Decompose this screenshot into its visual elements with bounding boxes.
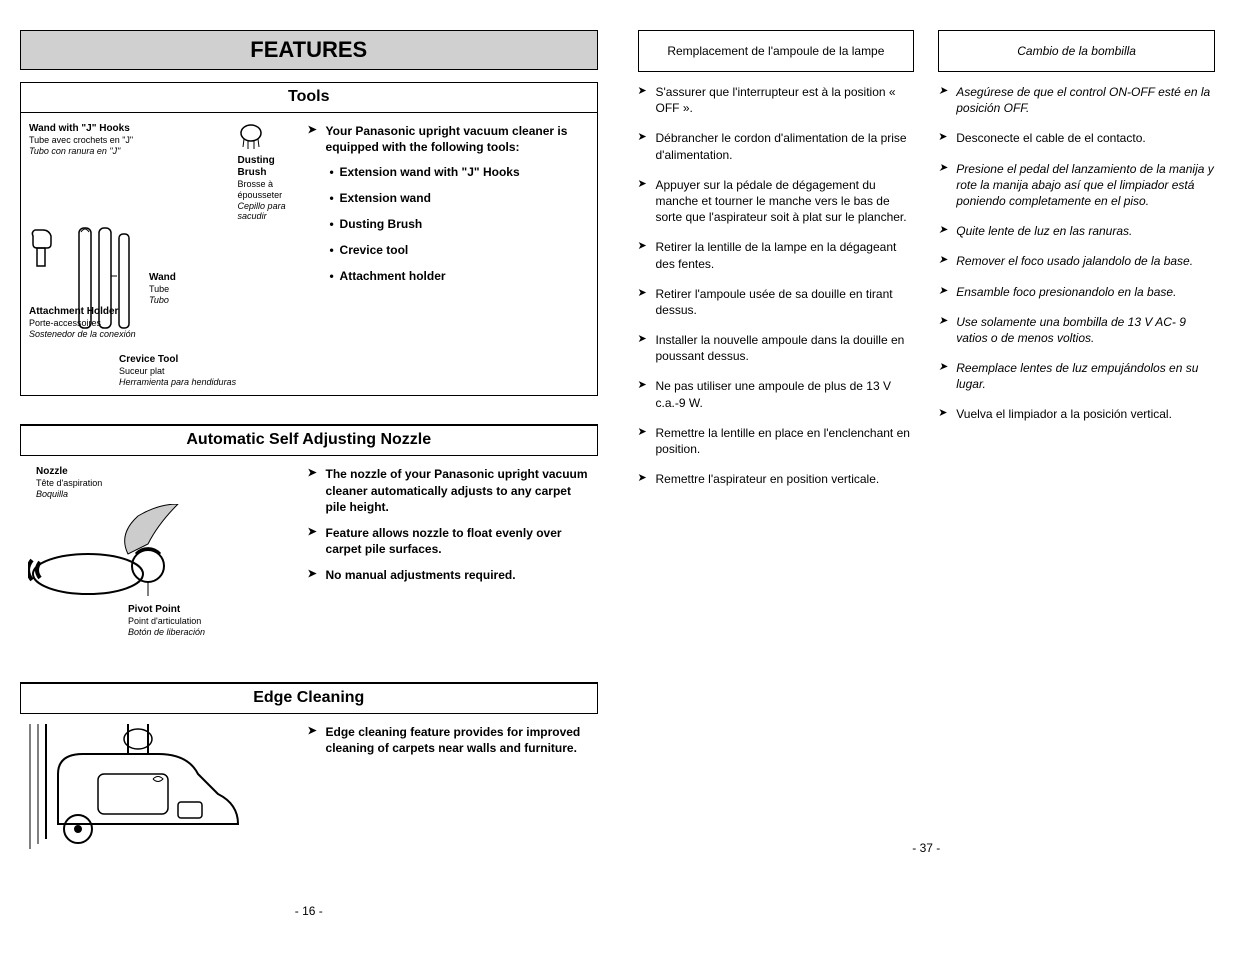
french-column: Remplacement de l'ampoule de la lampe S'…	[638, 30, 915, 501]
crevice-label-es: Herramienta para hendiduras	[119, 377, 298, 388]
nozzle-icon	[28, 504, 258, 604]
nozzle-title: Automatic Self Adjusting Nozzle	[20, 425, 598, 456]
edge-cleaning-icon	[28, 724, 268, 854]
tools-diagram: Wand with "J" Hooks Tube avec crochets e…	[29, 123, 298, 391]
edge-text: Edge cleaning feature provides for impro…	[308, 724, 590, 854]
french-step: Débrancher le cordon d'alimentation de l…	[638, 130, 915, 162]
wand-label-fr: Tube	[149, 284, 176, 295]
tool-bullet: Attachment holder	[330, 269, 589, 283]
french-step: Retirer la lentille de la lampe en la dé…	[638, 239, 915, 271]
nozzle-section: Automatic Self Adjusting Nozzle Nozzle T…	[20, 424, 598, 651]
pivot-label-es: Botón de liberación	[128, 627, 298, 638]
left-page: FEATURES Tools Wand with "J" Hooks Tube …	[20, 30, 598, 918]
crevice-label-en: Crevice Tool	[119, 354, 298, 366]
edge-section: Edge Cleaning	[20, 682, 598, 864]
edge-item: Edge cleaning feature provides for impro…	[308, 724, 590, 756]
spanish-step: Ensamble foco presionandolo en la base.	[938, 284, 1215, 300]
dusting-label-fr: Brosse à épousseter	[238, 179, 298, 201]
dusting-brush-icon	[238, 123, 264, 155]
pivot-label-fr: Point d'articulation	[128, 616, 298, 627]
nozzle-item: Feature allows nozzle to float evenly ov…	[308, 525, 590, 557]
french-step: Appuyer sur la pédale de dégagement du m…	[638, 177, 915, 226]
spanish-step: Desconecte el cable de el contacto.	[938, 130, 1215, 146]
spanish-step: Use solamente una bombilla de 13 V AC- 9…	[938, 314, 1215, 346]
tools-text: Your Panasonic upright vacuum cleaner is…	[308, 123, 589, 391]
tool-bullet: Extension wand with "J" Hooks	[330, 165, 589, 179]
tools-section: Tools Wand with "J" Hooks Tube avec croc…	[20, 82, 598, 396]
wand-j-label-fr: Tube avec crochets en "J"	[29, 135, 234, 146]
edge-diagram	[28, 724, 298, 854]
spanish-step: Vuelva el limpiador a la posición vertic…	[938, 406, 1215, 422]
tool-bullet: Extension wand	[330, 191, 589, 205]
french-step: Installer la nouvelle ampoule dans la do…	[638, 332, 915, 364]
french-step: Ne pas utiliser une ampoule de plus de 1…	[638, 378, 915, 410]
left-page-number: - 16 -	[20, 904, 598, 918]
nozzle-item: No manual adjustments required.	[308, 567, 590, 583]
tools-bullet-list: Extension wand with "J" Hooks Extension …	[308, 165, 589, 283]
nozzle-label-en: Nozzle	[36, 466, 298, 478]
nozzle-label-fr: Tête d'aspiration	[36, 478, 298, 489]
features-heading: FEATURES	[20, 30, 598, 70]
spanish-step: Reemplace lentes de luz empujándolos en …	[938, 360, 1215, 392]
right-page: Remplacement de l'ampoule de la lampe S'…	[638, 30, 1216, 918]
attachment-holder-icon	[29, 226, 65, 272]
spanish-step: Presione el pedal del lanzamiento de la …	[938, 161, 1215, 210]
right-page-number: - 37 -	[638, 841, 1216, 855]
spanish-step: Quite lente de luz en las ranuras.	[938, 223, 1215, 239]
dusting-label-es: Cepillo para sacudir	[238, 201, 298, 223]
crevice-label-fr: Suceur plat	[119, 366, 298, 377]
wand-label-en: Wand	[149, 272, 176, 284]
nozzle-diagram: Nozzle Tête d'aspiration Boquilla	[28, 466, 298, 641]
pivot-label-en: Pivot Point	[128, 604, 298, 616]
wand-j-label-es: Tubo con ranura en "J"	[29, 146, 234, 157]
tool-bullet: Crevice tool	[330, 243, 589, 257]
dusting-label-en: Dusting Brush	[238, 155, 298, 179]
nozzle-label-es: Boquilla	[36, 489, 298, 500]
french-step: Retirer l'ampoule usée de sa douille en …	[638, 286, 915, 318]
wand-j-label-en: Wand with "J" Hooks	[29, 123, 234, 135]
spanish-column: Cambio de la bombilla Asegúrese de que e…	[938, 30, 1215, 501]
spanish-header: Cambio de la bombilla	[938, 30, 1215, 72]
manual-spread: FEATURES Tools Wand with "J" Hooks Tube …	[20, 30, 1215, 918]
french-step: Remettre la lentille en place en l'encle…	[638, 425, 915, 457]
tool-bullet: Dusting Brush	[330, 217, 589, 231]
spanish-step: Remover el foco usado jalandolo de la ba…	[938, 253, 1215, 269]
edge-title: Edge Cleaning	[20, 683, 598, 714]
spanish-step: Asegúrese de que el control ON-OFF esté …	[938, 84, 1215, 116]
french-step: S'assurer que l'interrupteur est à la po…	[638, 84, 915, 116]
french-header: Remplacement de l'ampoule de la lampe	[638, 30, 915, 72]
nozzle-text: The nozzle of your Panasonic upright vac…	[308, 466, 590, 641]
tools-intro: Your Panasonic upright vacuum cleaner is…	[308, 123, 589, 155]
tools-title: Tools	[21, 83, 597, 113]
french-step: Remettre l'aspirateur en position vertic…	[638, 471, 915, 487]
nozzle-item: The nozzle of your Panasonic upright vac…	[308, 466, 590, 515]
wand-label-es: Tubo	[149, 295, 176, 306]
